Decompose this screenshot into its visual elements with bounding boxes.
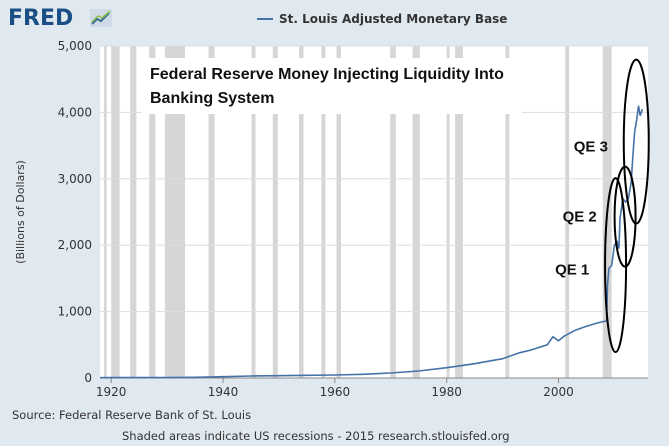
recession-band-4 [164,46,185,378]
recession-band-12 [412,46,420,378]
y-axis-ticks: 0 1,000 2,000 3,000 4,000 5,000 [58,39,92,385]
x-axis-ticks: 1920 1940 1960 1980 2000 [96,378,574,399]
qe-label-3: QE 3 [574,139,608,156]
x-tick-label: 1940 [208,385,239,399]
recession-band-9 [321,46,326,378]
recession-note: Shaded areas indicate US recessions - 20… [122,429,510,443]
recession-band-6 [251,46,256,378]
x-tick-label: 2000 [543,385,574,399]
y-tick-label: 5,000 [58,39,92,53]
recession-band-5 [208,46,215,378]
y-tick-label: 1,000 [58,305,92,319]
recession-band-0 [103,46,107,378]
annotation-title-backdrop [142,58,522,114]
annotation-title-line-2: Banking System [150,90,274,107]
y-tick-label: 4,000 [58,105,92,119]
qe-ellipse-1 [604,177,628,354]
recession-bands [103,46,612,378]
y-tick-label: 3,000 [58,172,92,186]
series-line [99,105,644,379]
grid [100,45,648,313]
source-note: Source: Federal Reserve Bank of St. Loui… [12,408,252,422]
x-tick-label: 1980 [431,385,462,399]
qe-label-2: QE 2 [563,208,597,225]
recession-band-8 [299,46,304,378]
recession-band-7 [272,46,278,378]
x-tick-label: 1920 [96,385,127,399]
recession-band-3 [149,46,156,378]
recession-band-1 [111,46,120,378]
recession-band-15 [505,46,510,378]
y-tick-label: 0 [84,371,92,385]
recession-band-11 [390,46,396,378]
recession-band-14 [455,46,463,378]
legend-label: St. Louis Adjusted Monetary Base [279,12,508,26]
qe-label-1: QE 1 [555,261,589,278]
annotations: Federal Reserve Money Injecting Liquidit… [142,58,522,114]
fred-logo-chart-icon [90,9,112,27]
y-axis-label: (Billions of Dollars) [14,160,27,264]
y-tick-label: 2,000 [58,238,92,252]
fred-logo: FRED [8,6,74,31]
annotation-title-line-1: Federal Reserve Money Injecting Liquidit… [150,66,504,83]
recession-band-2 [130,46,137,378]
qe-ellipse-3 [622,58,650,225]
recession-band-13 [446,46,450,378]
legend: St. Louis Adjusted Monetary Base [257,12,507,26]
qe-annotations: QE 1 QE 2 QE 3 [555,58,650,354]
recession-band-10 [336,46,342,378]
x-tick-label: 1960 [320,385,351,399]
legend-swatch [257,18,273,20]
recession-band-16 [565,46,570,378]
